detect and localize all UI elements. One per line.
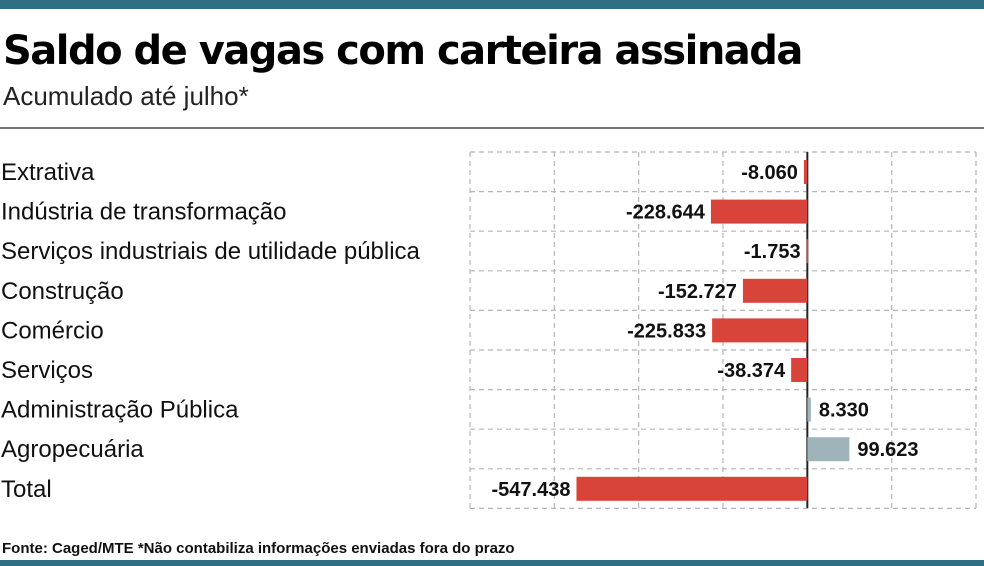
category-label: Comércio — [1, 317, 104, 344]
bar — [710, 199, 808, 224]
bar — [712, 318, 808, 343]
value-label: -8.060 — [741, 162, 798, 184]
bottom-rule — [0, 560, 984, 566]
value-label: -228.644 — [626, 202, 706, 224]
bar-layer — [576, 160, 850, 501]
category-label: Administração Pública — [1, 397, 239, 424]
bar — [576, 476, 808, 501]
category-label: Serviços industriais de utilidade públic… — [1, 238, 421, 265]
bar — [807, 437, 850, 462]
category-label: Construção — [1, 278, 124, 305]
bar — [807, 397, 811, 422]
chart-subtitle: Acumulado até julho* — [3, 81, 249, 111]
bar — [742, 278, 808, 303]
value-label: -1.753 — [744, 241, 801, 263]
bar — [806, 239, 809, 264]
bar — [791, 358, 808, 382]
bar-chart: Extrativa -8.060 Indústria de transformaçã… — [1, 151, 977, 509]
value-label: -152.727 — [658, 281, 737, 303]
chart-title: Saldo de vagas com carteira assinada — [3, 28, 803, 74]
source-note: Fonte: Caged/MTE *Não contabiliza inform… — [2, 540, 515, 557]
category-label: Total — [1, 476, 52, 503]
category-label: Agropecuária — [1, 436, 144, 463]
value-label: -547.438 — [492, 479, 571, 501]
value-label: 99.623 — [857, 439, 918, 461]
value-label: -225.833 — [627, 320, 706, 342]
label-layer: Extrativa -8.060 Indústria de transformaçã… — [1, 159, 919, 503]
value-label: 8.330 — [819, 400, 869, 422]
top-rule — [0, 0, 984, 9]
title-divider — [0, 127, 984, 129]
category-label: Serviços — [1, 357, 93, 384]
bar — [803, 160, 808, 184]
category-label: Extrativa — [1, 159, 95, 186]
value-label: -38.374 — [717, 360, 786, 382]
category-label: Indústria de transformação — [1, 199, 286, 226]
